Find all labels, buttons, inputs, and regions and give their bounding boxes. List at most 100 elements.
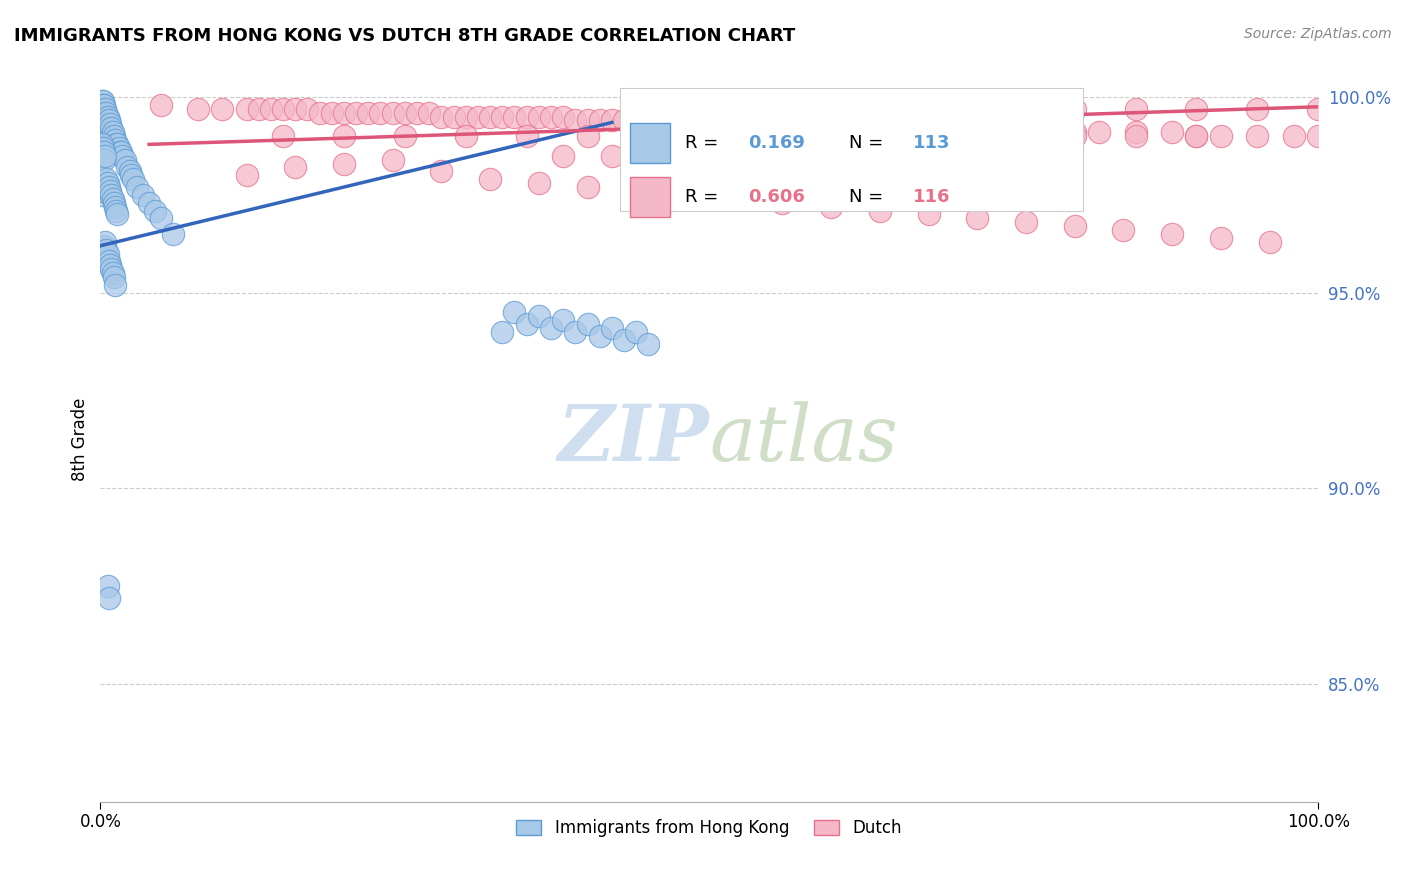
Point xyxy=(101,125,124,139)
Point xyxy=(564,113,586,128)
Point xyxy=(91,125,114,139)
FancyBboxPatch shape xyxy=(620,88,1083,211)
Point xyxy=(90,113,112,128)
Point xyxy=(357,105,380,120)
Point xyxy=(723,192,745,206)
Point xyxy=(820,200,842,214)
Point xyxy=(90,121,112,136)
Point xyxy=(90,136,112,151)
Point xyxy=(479,110,502,124)
Point xyxy=(1185,129,1208,144)
Point xyxy=(942,129,965,144)
Point xyxy=(110,145,132,159)
Point xyxy=(381,105,404,120)
Point xyxy=(516,110,538,124)
Point xyxy=(94,117,117,131)
Point xyxy=(260,102,283,116)
Point xyxy=(97,579,120,593)
Point xyxy=(284,161,307,175)
Point xyxy=(1125,125,1147,139)
Point xyxy=(1185,129,1208,144)
Point xyxy=(120,169,142,183)
Point xyxy=(418,105,440,120)
Point xyxy=(527,309,550,323)
Point xyxy=(576,129,599,144)
Point xyxy=(1002,105,1025,120)
Point xyxy=(96,129,118,144)
Point xyxy=(90,94,112,108)
Point xyxy=(91,110,114,124)
Point xyxy=(107,136,129,151)
Point xyxy=(430,110,453,124)
Point xyxy=(103,270,125,285)
Point xyxy=(97,121,120,136)
Point xyxy=(880,129,903,144)
Point xyxy=(104,277,127,292)
Point xyxy=(90,117,112,131)
Point xyxy=(516,129,538,144)
Point xyxy=(271,129,294,144)
Point xyxy=(107,141,129,155)
Point xyxy=(1308,102,1330,116)
Point xyxy=(662,113,685,128)
Point xyxy=(91,243,114,257)
Text: R =: R = xyxy=(685,188,724,206)
Point xyxy=(844,121,866,136)
Point xyxy=(869,203,891,218)
Point xyxy=(150,211,173,226)
Point xyxy=(697,117,720,131)
Point xyxy=(91,141,114,155)
Point xyxy=(1063,102,1085,116)
Point xyxy=(105,136,128,151)
Point xyxy=(516,317,538,331)
Point xyxy=(796,117,818,131)
Point xyxy=(94,110,117,124)
Point xyxy=(98,258,121,272)
Text: 116: 116 xyxy=(912,188,950,206)
Point xyxy=(284,102,307,116)
Point xyxy=(91,94,114,108)
Point xyxy=(770,195,793,210)
Point xyxy=(247,102,270,116)
Point xyxy=(91,117,114,131)
Point xyxy=(90,187,112,202)
Point xyxy=(91,251,114,265)
Point xyxy=(540,110,562,124)
Point xyxy=(100,262,122,277)
Point xyxy=(1063,125,1085,139)
Point xyxy=(626,113,648,128)
Point xyxy=(370,105,392,120)
Point xyxy=(479,172,502,186)
Point xyxy=(150,98,173,112)
Point xyxy=(966,121,988,136)
Point xyxy=(1308,129,1330,144)
Point xyxy=(1015,215,1038,229)
Point xyxy=(673,187,696,202)
Point xyxy=(111,149,134,163)
Point xyxy=(564,325,586,339)
Point xyxy=(105,203,128,218)
Point xyxy=(613,333,636,347)
Point xyxy=(650,113,672,128)
Point xyxy=(1282,129,1305,144)
Point xyxy=(613,113,636,128)
Text: N =: N = xyxy=(849,134,890,152)
Point xyxy=(820,121,842,136)
Point xyxy=(93,153,115,167)
Point xyxy=(637,336,659,351)
Point xyxy=(91,149,114,163)
Point xyxy=(576,180,599,194)
Point xyxy=(917,207,939,221)
Point xyxy=(101,266,124,280)
Point xyxy=(1185,102,1208,116)
Point xyxy=(97,129,120,144)
Point xyxy=(96,121,118,136)
Point xyxy=(101,133,124,147)
Point xyxy=(527,176,550,190)
Point xyxy=(1125,102,1147,116)
Text: R =: R = xyxy=(685,134,724,152)
Text: Source: ZipAtlas.com: Source: ZipAtlas.com xyxy=(1244,27,1392,41)
Point xyxy=(723,117,745,131)
Text: IMMIGRANTS FROM HONG KONG VS DUTCH 8TH GRADE CORRELATION CHART: IMMIGRANTS FROM HONG KONG VS DUTCH 8TH G… xyxy=(14,27,796,45)
Point xyxy=(697,149,720,163)
